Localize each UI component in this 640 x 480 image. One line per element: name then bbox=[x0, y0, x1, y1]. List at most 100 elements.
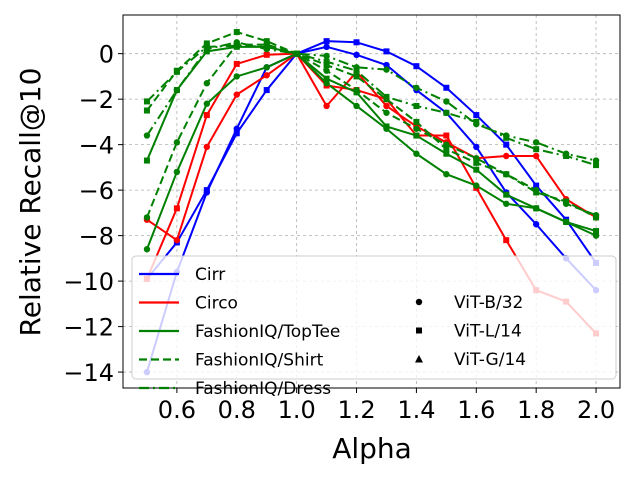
y-tick-label: 0 bbox=[99, 41, 114, 69]
data-point-circo-vit-l-14 bbox=[263, 51, 270, 58]
legend-label: FashionIQ/Dress bbox=[195, 379, 331, 399]
data-point-circo-vit-b-32 bbox=[233, 91, 240, 98]
data-point-fashioniq-toptee-vit-b-32 bbox=[263, 64, 270, 71]
data-point-cirr-vit-l-14 bbox=[203, 187, 210, 194]
x-tick-label: 2.0 bbox=[577, 396, 615, 424]
series-line-cirr-vit-l-14 bbox=[146, 40, 597, 280]
data-point-circo-vit-l-14 bbox=[203, 112, 210, 119]
x-tick-label: 1.8 bbox=[517, 396, 555, 424]
data-point-fashioniq-shirt-vit-l-14 bbox=[323, 62, 330, 69]
data-point-fashioniq-dress-vit-b-32 bbox=[323, 52, 330, 60]
data-point-fashioniq-toptee-vit-l-14 bbox=[473, 166, 480, 173]
x-tick-label: 1.6 bbox=[457, 396, 495, 424]
data-point-fashioniq-dress-vit-l-14 bbox=[383, 93, 390, 100]
data-point-fashioniq-shirt-vit-l-14 bbox=[353, 73, 360, 80]
y-tick-label: −12 bbox=[63, 314, 114, 342]
data-point-cirr-vit-b-32 bbox=[473, 143, 480, 151]
data-point-fashioniq-toptee-vit-b-32 bbox=[473, 182, 480, 189]
data-point-fashioniq-shirt-vit-l-14 bbox=[263, 38, 270, 45]
data-point-fashioniq-dress-vit-l-14 bbox=[233, 42, 240, 49]
data-point-cirr-vit-b-32 bbox=[532, 221, 540, 228]
data-point-circo-vit-b-32 bbox=[263, 72, 270, 79]
data-point-circo-vit-l-14 bbox=[233, 60, 240, 67]
data-point-fashioniq-shirt-vit-b-32 bbox=[203, 80, 211, 87]
data-point-cirr-vit-b-32 bbox=[353, 51, 360, 59]
data-point-circo-vit-l-14 bbox=[503, 237, 510, 244]
data-point-fashioniq-shirt-vit-b-32 bbox=[173, 139, 181, 146]
y-tick-label: −8 bbox=[79, 223, 114, 251]
data-point-cirr-vit-l-14 bbox=[323, 38, 330, 45]
x-tick-label: 1.4 bbox=[397, 396, 435, 424]
data-point-fashioniq-shirt-vit-l-14 bbox=[443, 146, 450, 153]
data-point-fashioniq-toptee-vit-l-14 bbox=[503, 191, 510, 198]
legend-label: ViT-G/14 bbox=[454, 350, 526, 370]
x-tick-label: 1.0 bbox=[278, 396, 316, 424]
data-point-fashioniq-toptee-vit-b-32 bbox=[173, 168, 181, 176]
data-point-fashioniq-toptee-vit-l-14 bbox=[563, 218, 570, 225]
data-point-fashioniq-toptee-vit-b-32 bbox=[413, 150, 420, 157]
data-point-fashioniq-dress-vit-l-14 bbox=[263, 43, 270, 50]
data-point-circo-vit-b-32 bbox=[323, 102, 330, 110]
x-tick-label: 0.8 bbox=[218, 396, 256, 424]
legend-label: FashionIQ/Shirt bbox=[195, 351, 324, 371]
data-point-fashioniq-dress-vit-l-14 bbox=[593, 162, 600, 169]
data-point-fashioniq-shirt-vit-l-14 bbox=[533, 189, 540, 196]
data-point-fashioniq-dress-vit-l-14 bbox=[503, 134, 510, 141]
legend-marker-vit-l-14 bbox=[416, 327, 422, 334]
legend-marker-vit-b-32 bbox=[415, 298, 423, 306]
data-point-fashioniq-toptee-vit-b-32 bbox=[353, 102, 360, 110]
y-tick-label: −14 bbox=[63, 359, 114, 387]
data-point-fashioniq-dress-vit-l-14 bbox=[293, 50, 300, 57]
legend-label: Cirr bbox=[195, 265, 225, 285]
y-tick-label: −4 bbox=[79, 132, 114, 160]
series-line-fashioniq-toptee-vit-b-32 bbox=[146, 52, 597, 250]
data-point-fashioniq-shirt-vit-l-14 bbox=[233, 29, 240, 36]
data-point-fashioniq-shirt-vit-l-14 bbox=[563, 198, 570, 205]
y-tick-label: −6 bbox=[79, 177, 114, 205]
data-point-fashioniq-toptee-vit-b-32 bbox=[143, 246, 151, 253]
data-point-cirr-vit-l-14 bbox=[443, 84, 450, 91]
data-point-fashioniq-dress-vit-b-32 bbox=[443, 98, 450, 105]
legend-label: ViT-B/32 bbox=[454, 293, 523, 313]
data-point-fashioniq-shirt-vit-l-14 bbox=[593, 214, 600, 221]
series-line-fashioniq-toptee-vit-l-14 bbox=[146, 45, 597, 233]
y-tick-label: −10 bbox=[63, 268, 114, 296]
data-point-fashioniq-toptee-vit-b-32 bbox=[503, 200, 510, 207]
data-point-fashioniq-shirt-vit-b-32 bbox=[323, 67, 330, 74]
legend-box bbox=[131, 255, 617, 380]
data-point-cirr-vit-l-14 bbox=[473, 112, 480, 119]
data-point-fashioniq-dress-vit-l-14 bbox=[323, 58, 330, 65]
data-point-fashioniq-toptee-vit-b-32 bbox=[233, 73, 240, 80]
legend-entries: Cirr Circo FashionIQ/TopTee FashionIQ/Shirt… bbox=[139, 265, 526, 399]
data-point-cirr-vit-b-32 bbox=[383, 61, 390, 69]
series-line-fashioniq-dress-vit-b-32 bbox=[146, 41, 597, 162]
data-point-fashioniq-toptee-vit-l-14 bbox=[383, 123, 390, 130]
data-point-circo-vit-b-32 bbox=[203, 143, 211, 151]
data-point-circo-vit-b-32 bbox=[532, 152, 540, 160]
data-point-fashioniq-shirt-vit-b-32 bbox=[143, 214, 151, 221]
data-point-cirr-vit-l-14 bbox=[503, 141, 510, 148]
legend: Cirr Circo FashionIQ/TopTee FashionIQ/Shirt… bbox=[131, 255, 617, 399]
data-point-cirr-vit-l-14 bbox=[413, 63, 420, 70]
data-point-fashioniq-dress-vit-b-32 bbox=[532, 139, 540, 146]
data-point-fashioniq-toptee-vit-l-14 bbox=[413, 132, 420, 139]
data-point-circo-vit-b-32 bbox=[503, 152, 510, 160]
data-point-fashioniq-dress-vit-l-14 bbox=[533, 146, 540, 153]
data-point-fashioniq-shirt-vit-b-32 bbox=[413, 125, 420, 132]
data-point-circo-vit-l-14 bbox=[173, 205, 180, 212]
data-point-circo-vit-b-32 bbox=[173, 236, 181, 244]
data-point-fashioniq-dress-vit-l-14 bbox=[443, 109, 450, 116]
data-point-fashioniq-dress-vit-b-32 bbox=[143, 132, 151, 139]
data-point-fashioniq-toptee-vit-l-14 bbox=[323, 75, 330, 82]
data-point-cirr-vit-l-14 bbox=[353, 39, 360, 46]
y-tick-label: −2 bbox=[79, 86, 114, 114]
data-point-fashioniq-dress-vit-l-14 bbox=[413, 102, 420, 109]
data-point-fashioniq-toptee-vit-l-14 bbox=[443, 150, 450, 157]
data-point-fashioniq-toptee-vit-l-14 bbox=[593, 228, 600, 235]
legend-marker-vit-g-14 bbox=[415, 355, 423, 363]
data-point-fashioniq-dress-vit-l-14 bbox=[203, 43, 210, 50]
data-point-fashioniq-shirt-vit-l-14 bbox=[503, 171, 510, 178]
data-point-circo-vit-l-14 bbox=[443, 132, 450, 139]
legend-label: FashionIQ/TopTee bbox=[195, 322, 340, 342]
